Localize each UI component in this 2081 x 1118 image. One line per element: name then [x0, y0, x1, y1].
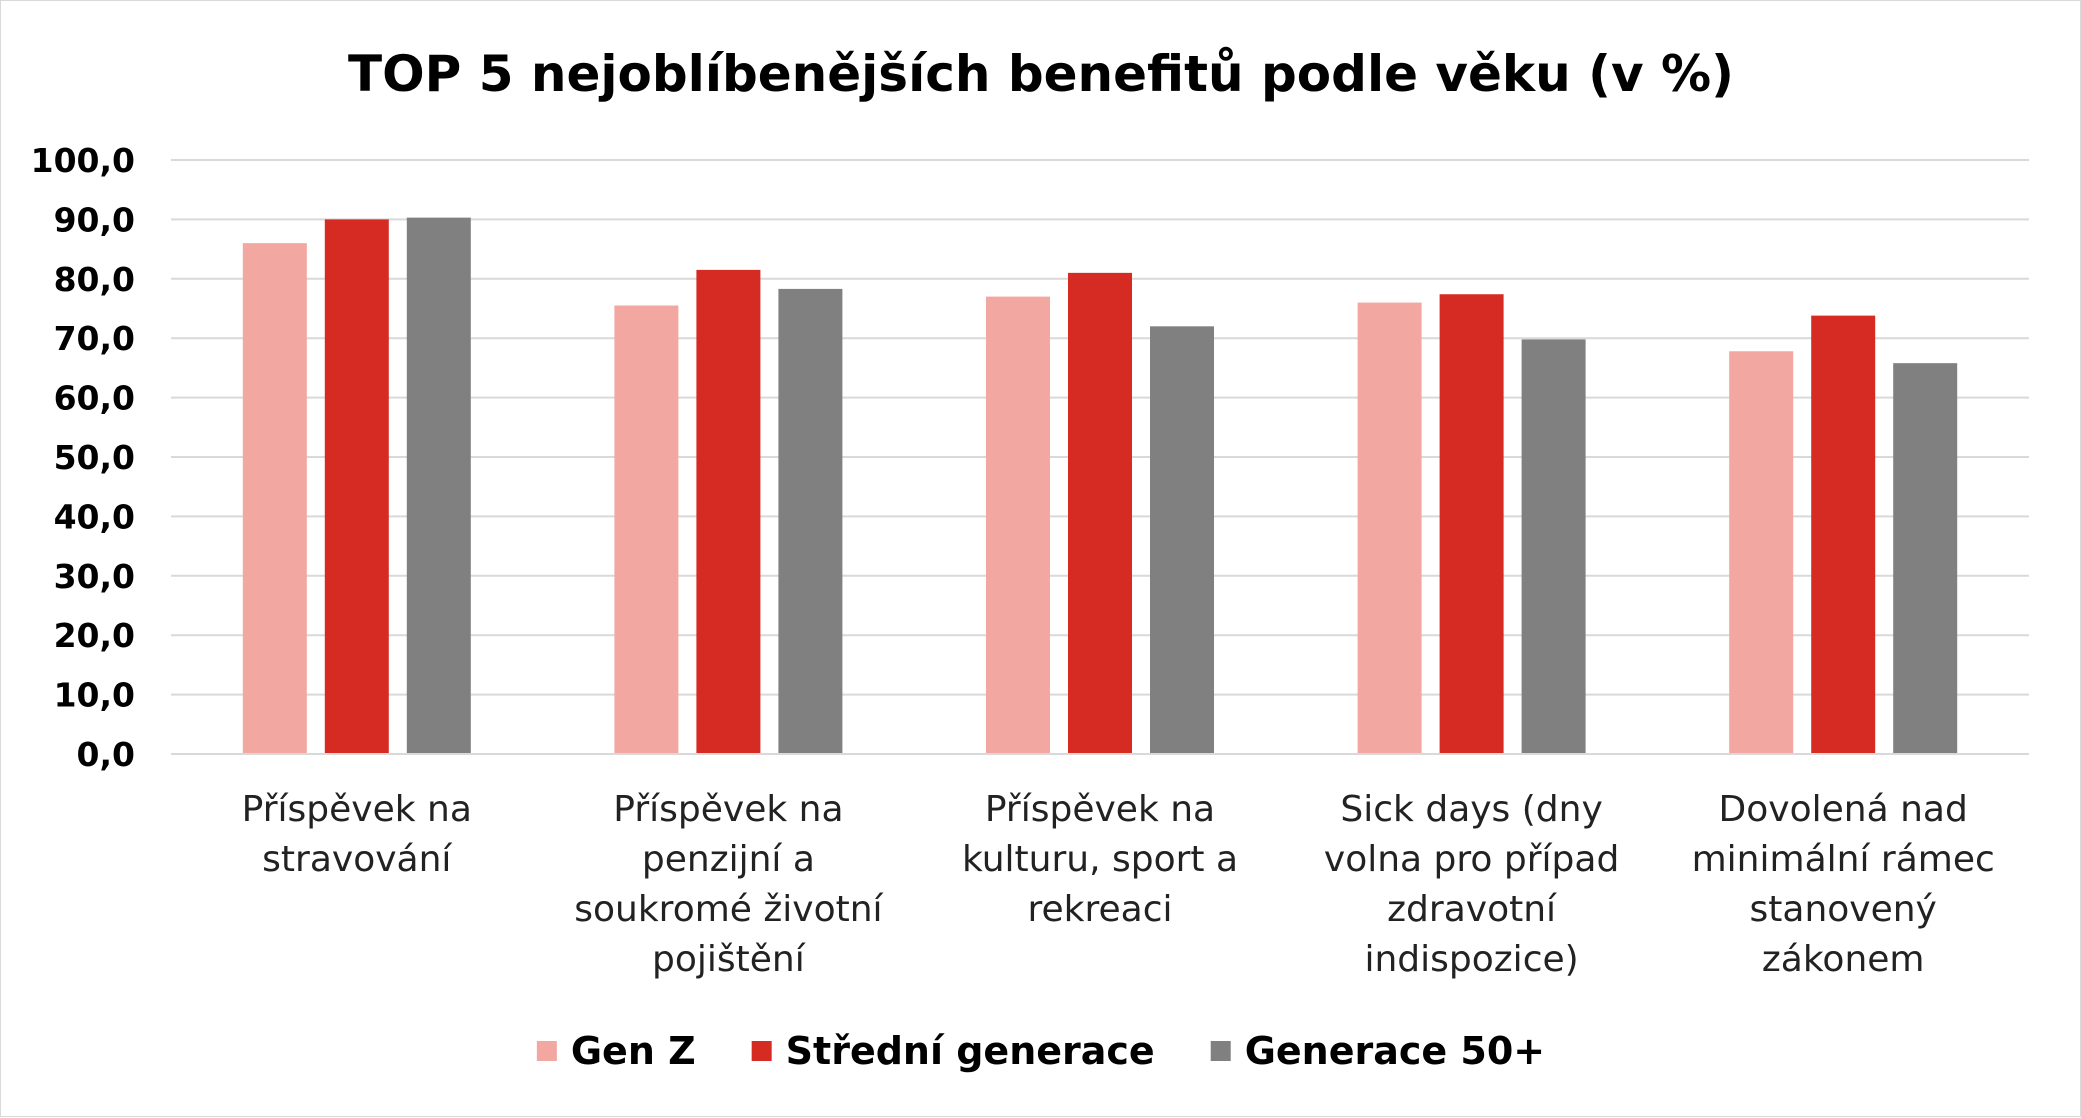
- y-tick-label: 100,0: [31, 141, 135, 180]
- bar: [1357, 302, 1422, 754]
- x-tick-label-line: Příspěvek na: [985, 789, 1215, 830]
- legend-label: Generace 50+: [1245, 1029, 1545, 1073]
- bar: [1521, 339, 1586, 754]
- y-tick-label: 40,0: [54, 497, 135, 536]
- x-tick-label: Dovolená nad minimální rámec stanovený záko…: [1692, 789, 1995, 980]
- y-tick-label: 90,0: [54, 200, 135, 239]
- legend-swatch: [1210, 1041, 1231, 1061]
- legend-swatch: [536, 1041, 557, 1061]
- bar: [986, 296, 1050, 754]
- x-tick-label-line: volna pro případ: [1324, 839, 1619, 880]
- x-tick-label-line: zákonem: [1762, 939, 1925, 980]
- x-tick-label: Příspěvek na stravování: [242, 789, 472, 880]
- y-tick-label: 30,0: [54, 557, 135, 596]
- x-tick-label-line: rekreaci: [1027, 889, 1172, 930]
- bar: [1150, 326, 1214, 754]
- x-axis-category-labels: Příspěvek na stravování Příspěvek na penzij…: [242, 789, 1995, 980]
- bar: [614, 305, 679, 754]
- y-tick-label: 0,0: [77, 735, 135, 774]
- x-tick-label-line: Příspěvek na: [242, 789, 472, 830]
- bar: [1893, 363, 1958, 754]
- y-tick-label: 10,0: [54, 676, 135, 715]
- x-tick-label-line: pojištění: [652, 939, 806, 980]
- x-tick-label-line: Příspěvek na: [613, 789, 843, 830]
- x-tick-label: Příspěvek na kulturu, sport a rekreaci: [962, 789, 1238, 930]
- bar: [778, 288, 843, 754]
- x-tick-label: Příspěvek na penzijní a soukromé životní po…: [574, 789, 883, 980]
- bar: [406, 217, 471, 755]
- x-tick-label-line: stravování: [262, 839, 452, 880]
- x-tick-label-line: Dovolená nad: [1719, 789, 1968, 830]
- x-tick-label: Sick days (dny volna pro případ zdravotní i…: [1324, 789, 1619, 980]
- y-tick-label: 70,0: [54, 319, 135, 358]
- y-tick-label: 20,0: [54, 616, 135, 655]
- chart-title: TOP 5 nejoblíbenějších benefitů podle vě…: [348, 45, 1734, 103]
- legend: Gen Z Střední generace Generace 50+: [536, 1029, 1545, 1073]
- bar: [1068, 272, 1132, 754]
- bar: [324, 219, 389, 754]
- legend-item: Gen Z: [536, 1029, 696, 1073]
- bars: [242, 217, 1958, 755]
- y-axis-tick-labels: 0,0 10,0 20,0 30,0 40,0 50,0 60,0 70,0 80,0 90,0 1…: [31, 141, 135, 774]
- x-tick-label-line: soukromé životní: [574, 889, 883, 930]
- legend-item: Generace 50+: [1210, 1029, 1545, 1073]
- x-tick-label-line: kulturu, sport a: [962, 839, 1238, 880]
- legend-label: Gen Z: [571, 1029, 696, 1073]
- bar: [242, 243, 307, 754]
- legend-label: Střední generace: [786, 1029, 1155, 1073]
- x-tick-label-line: stanovený: [1750, 889, 1937, 930]
- legend-item: Střední generace: [751, 1029, 1155, 1073]
- x-tick-label-line: indispozice): [1364, 939, 1578, 980]
- y-tick-label: 80,0: [54, 260, 135, 299]
- y-tick-label: 60,0: [54, 379, 135, 418]
- legend-swatch: [751, 1041, 772, 1061]
- x-tick-label-line: minimální rámec: [1692, 839, 1995, 880]
- bar: [1729, 351, 1794, 754]
- bar: [696, 269, 761, 754]
- bar: [1811, 315, 1876, 754]
- y-tick-label: 50,0: [54, 438, 135, 477]
- x-tick-label-line: zdravotní: [1387, 889, 1557, 930]
- x-tick-label-line: Sick days (dny: [1340, 789, 1602, 830]
- bar: [1439, 294, 1504, 754]
- x-tick-label-line: penzijní a: [642, 839, 815, 880]
